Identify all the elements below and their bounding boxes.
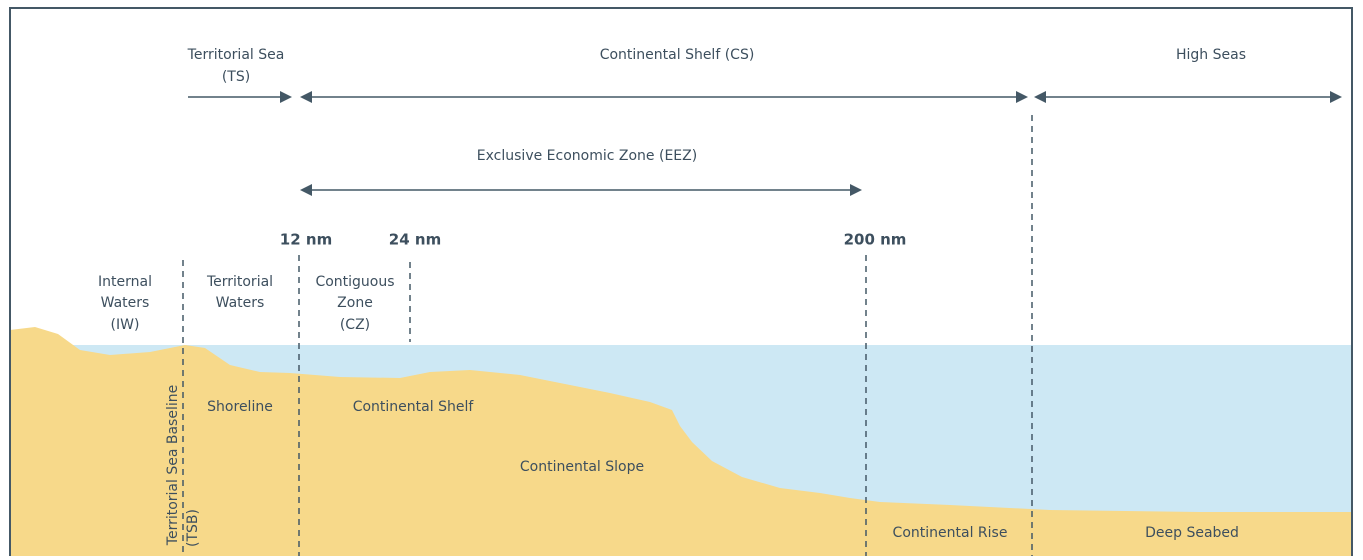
- label: Zone: [337, 295, 373, 311]
- label: Deep Seabed: [1145, 525, 1239, 541]
- label: (CZ): [340, 317, 370, 333]
- label: Continental Shelf (CS): [600, 47, 755, 63]
- marker: 24 nm: [389, 231, 441, 249]
- label: Waters: [101, 295, 150, 311]
- label: High Seas: [1176, 47, 1246, 63]
- label: Continental Rise: [893, 525, 1008, 541]
- label: (TSB): [185, 509, 201, 547]
- label: Shoreline: [207, 399, 273, 415]
- label: Territorial Sea Baseline: [165, 385, 181, 546]
- label: (IW): [111, 317, 140, 333]
- marker: 200 nm: [844, 231, 907, 249]
- label: Contiguous: [315, 274, 394, 290]
- arrows: [188, 91, 1342, 196]
- marker: 12 nm: [280, 231, 332, 249]
- label: Exclusive Economic Zone (EEZ): [477, 148, 697, 164]
- label: Territorial Sea: [187, 47, 285, 63]
- diagram: Territorial Sea (TS) Continental Shelf (…: [0, 0, 1363, 556]
- label: Waters: [216, 295, 265, 311]
- label: Continental Shelf: [353, 399, 475, 415]
- label: Continental Slope: [520, 459, 644, 475]
- label: (TS): [222, 69, 250, 85]
- label: Territorial: [206, 274, 273, 290]
- label: Internal: [98, 274, 152, 290]
